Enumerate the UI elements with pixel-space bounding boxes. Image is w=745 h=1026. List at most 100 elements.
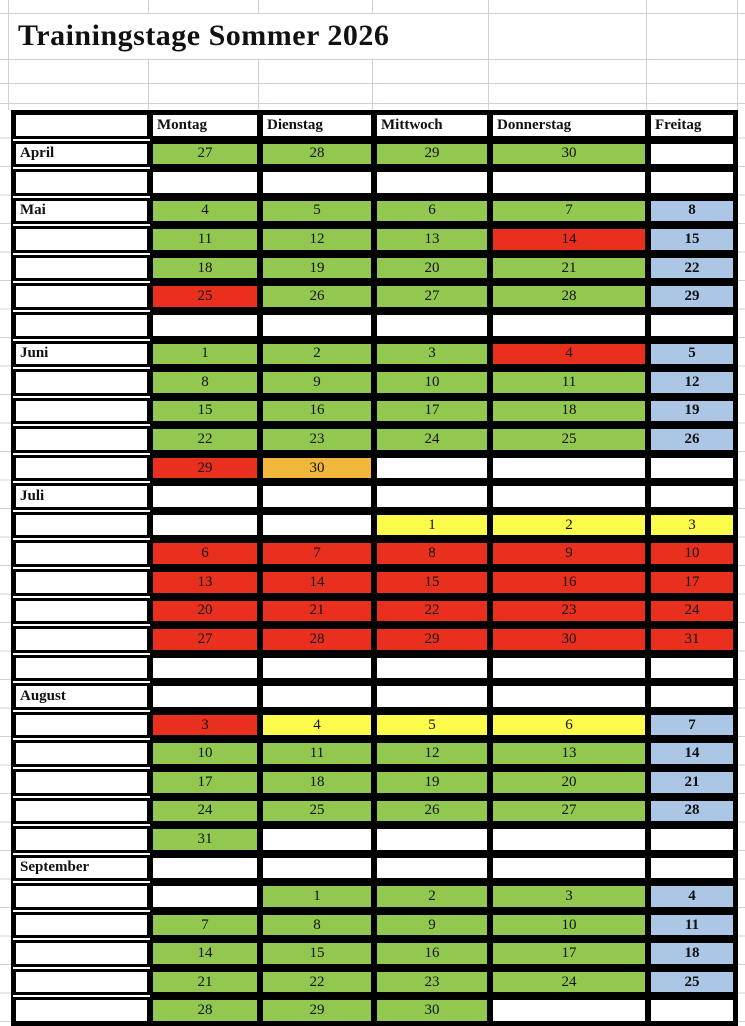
row-label-cell[interactable]: [13, 911, 150, 939]
day-cell[interactable]: 11: [490, 369, 648, 396]
day-cell[interactable]: 13: [490, 740, 648, 767]
day-cell[interactable]: 18: [648, 940, 736, 967]
empty-cell[interactable]: [150, 311, 260, 339]
empty-cell[interactable]: [260, 854, 374, 882]
day-cell[interactable]: 6: [150, 540, 260, 567]
day-cell[interactable]: 27: [374, 283, 490, 310]
day-cell[interactable]: 7: [150, 911, 260, 939]
empty-cell[interactable]: [260, 169, 374, 196]
day-cell[interactable]: 29: [150, 454, 260, 482]
day-cell[interactable]: 10: [150, 740, 260, 767]
day-cell[interactable]: 25: [260, 797, 374, 825]
row-label-cell[interactable]: [13, 454, 150, 482]
empty-cell[interactable]: [490, 483, 648, 510]
day-cell[interactable]: 23: [260, 426, 374, 453]
day-cell[interactable]: 20: [490, 768, 648, 796]
day-cell[interactable]: 23: [490, 597, 648, 625]
day-cell[interactable]: 8: [260, 911, 374, 939]
day-cell[interactable]: 8: [374, 540, 490, 567]
day-cell[interactable]: 3: [150, 711, 260, 739]
day-cell[interactable]: 28: [260, 626, 374, 653]
day-cell[interactable]: 31: [648, 626, 736, 653]
day-header-cell[interactable]: Montag: [150, 112, 260, 139]
day-cell[interactable]: 22: [374, 597, 490, 625]
day-cell[interactable]: 14: [490, 226, 648, 253]
empty-cell[interactable]: [648, 654, 736, 682]
day-cell[interactable]: 21: [648, 768, 736, 796]
day-cell[interactable]: 18: [490, 397, 648, 425]
day-cell[interactable]: 22: [150, 426, 260, 453]
day-cell[interactable]: 12: [374, 740, 490, 767]
day-cell[interactable]: 16: [490, 569, 648, 596]
empty-cell[interactable]: [648, 140, 736, 168]
day-header-cell[interactable]: Mittwoch: [374, 112, 490, 139]
row-label-cell[interactable]: [13, 711, 150, 739]
day-cell[interactable]: 23: [374, 968, 490, 996]
day-cell[interactable]: 3: [490, 883, 648, 910]
month-label-cell[interactable]: Mai: [13, 197, 150, 225]
row-label-cell[interactable]: [13, 968, 150, 996]
empty-cell[interactable]: [648, 311, 736, 339]
day-cell[interactable]: 3: [374, 340, 490, 368]
day-cell[interactable]: 1: [260, 883, 374, 910]
day-cell[interactable]: 30: [374, 997, 490, 1024]
row-label-cell[interactable]: [13, 511, 150, 539]
day-cell[interactable]: 24: [150, 797, 260, 825]
day-cell[interactable]: 14: [150, 940, 260, 967]
empty-cell[interactable]: [490, 654, 648, 682]
day-cell[interactable]: 4: [648, 883, 736, 910]
empty-cell[interactable]: [260, 826, 374, 853]
day-cell[interactable]: 2: [374, 883, 490, 910]
empty-cell[interactable]: [490, 854, 648, 882]
day-cell[interactable]: 29: [260, 997, 374, 1024]
day-cell[interactable]: 12: [260, 226, 374, 253]
empty-cell[interactable]: [648, 483, 736, 510]
day-cell[interactable]: 7: [260, 540, 374, 567]
day-cell[interactable]: 29: [374, 626, 490, 653]
day-cell[interactable]: 26: [260, 283, 374, 310]
empty-cell[interactable]: [374, 683, 490, 710]
empty-cell[interactable]: [648, 854, 736, 882]
empty-cell[interactable]: [150, 883, 260, 910]
day-cell[interactable]: 11: [648, 911, 736, 939]
day-cell[interactable]: 4: [260, 711, 374, 739]
day-cell[interactable]: 4: [150, 197, 260, 225]
day-cell[interactable]: 28: [490, 283, 648, 310]
day-cell[interactable]: 25: [150, 283, 260, 310]
empty-cell[interactable]: [150, 683, 260, 710]
row-label-cell[interactable]: [13, 283, 150, 310]
day-cell[interactable]: 27: [150, 140, 260, 168]
row-label-cell[interactable]: [13, 397, 150, 425]
month-label-cell[interactable]: August: [13, 683, 150, 710]
day-cell[interactable]: 9: [374, 911, 490, 939]
month-label-cell[interactable]: September: [13, 854, 150, 882]
day-cell[interactable]: 10: [648, 540, 736, 567]
month-label-cell[interactable]: Juli: [13, 483, 150, 510]
empty-cell[interactable]: [374, 454, 490, 482]
day-cell[interactable]: 15: [648, 226, 736, 253]
row-label-cell[interactable]: [13, 540, 150, 567]
day-cell[interactable]: 28: [648, 797, 736, 825]
day-cell[interactable]: 30: [260, 454, 374, 482]
row-label-cell[interactable]: [13, 997, 150, 1024]
day-cell[interactable]: 2: [260, 340, 374, 368]
empty-cell[interactable]: [260, 311, 374, 339]
day-cell[interactable]: 16: [260, 397, 374, 425]
day-cell[interactable]: 14: [260, 569, 374, 596]
row-label-cell[interactable]: [13, 169, 150, 196]
day-cell[interactable]: 19: [374, 768, 490, 796]
day-cell[interactable]: 13: [374, 226, 490, 253]
empty-cell[interactable]: [374, 483, 490, 510]
day-cell[interactable]: 5: [260, 197, 374, 225]
day-cell[interactable]: 30: [490, 140, 648, 168]
empty-cell[interactable]: [490, 683, 648, 710]
day-cell[interactable]: 30: [490, 626, 648, 653]
empty-cell[interactable]: [374, 854, 490, 882]
day-cell[interactable]: 2: [490, 511, 648, 539]
day-cell[interactable]: 15: [374, 569, 490, 596]
day-cell[interactable]: 5: [648, 340, 736, 368]
day-cell[interactable]: 25: [648, 968, 736, 996]
empty-cell[interactable]: [648, 826, 736, 853]
day-cell[interactable]: 21: [260, 597, 374, 625]
empty-cell[interactable]: [260, 683, 374, 710]
